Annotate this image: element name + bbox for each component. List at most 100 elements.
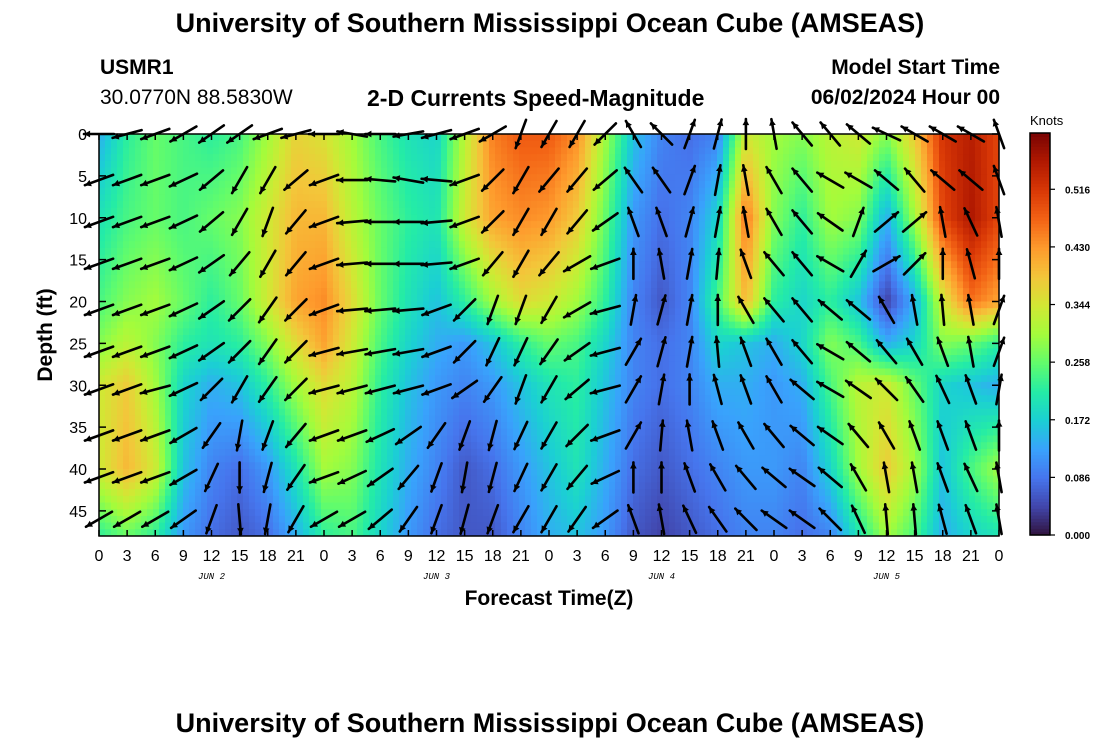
heatmap-cell	[231, 341, 238, 349]
heatmap-cell	[777, 221, 784, 229]
heatmap-cell	[897, 201, 904, 209]
heatmap-cell	[915, 281, 922, 289]
heatmap-cell	[723, 214, 730, 222]
heatmap-cell	[981, 321, 988, 329]
heatmap-cell	[549, 261, 556, 269]
heatmap-cell	[117, 227, 124, 235]
heatmap-cell	[471, 254, 478, 262]
heatmap-cell	[537, 160, 544, 168]
heatmap-cell	[993, 241, 1000, 249]
heatmap-cell	[585, 247, 592, 256]
heatmap-cell	[933, 301, 940, 309]
heatmap-cell	[591, 348, 598, 356]
heatmap-cell	[633, 174, 640, 182]
heatmap-cell	[987, 348, 994, 356]
heatmap-cell	[615, 140, 622, 148]
heatmap-cell	[489, 180, 496, 189]
heatmap-cell	[435, 241, 442, 249]
heatmap-cell	[357, 348, 364, 356]
heatmap-cell	[669, 301, 676, 309]
heatmap-cell	[459, 321, 466, 329]
heatmap-cell	[573, 281, 580, 289]
heatmap-cell	[735, 301, 742, 309]
heatmap-cell	[525, 134, 532, 142]
model-start-time: 06/02/2024 Hour 00	[810, 86, 1000, 109]
heatmap-cell	[867, 174, 874, 182]
heatmap-cell	[105, 154, 112, 162]
heatmap-cell	[507, 288, 514, 296]
heatmap-cell	[267, 201, 274, 209]
heatmap-cell	[657, 134, 664, 142]
heatmap-cell	[249, 201, 256, 209]
heatmap-cell	[549, 154, 556, 162]
heatmap-cell	[765, 214, 772, 222]
heatmap-cell	[255, 180, 262, 189]
heatmap-cell	[381, 154, 388, 162]
heatmap-cell	[327, 268, 334, 276]
heatmap-cell	[813, 321, 820, 329]
heatmap-cell	[879, 134, 886, 142]
heatmap-cell	[411, 147, 418, 155]
heatmap-cell	[441, 194, 448, 202]
heatmap-cell	[675, 180, 682, 189]
heatmap-cell	[831, 147, 838, 155]
heatmap-cell	[621, 227, 628, 235]
heatmap-cell	[627, 194, 634, 202]
heatmap-cell	[693, 234, 700, 242]
heatmap-cell	[237, 140, 244, 148]
heatmap-cell	[975, 234, 982, 242]
heatmap-cell	[537, 234, 544, 242]
heatmap-cell	[711, 321, 718, 329]
heatmap-cell	[423, 147, 430, 155]
heatmap-cell	[687, 314, 694, 323]
heatmap-cell	[363, 321, 370, 329]
heatmap-cell	[837, 160, 844, 168]
heatmap-cell	[111, 288, 118, 296]
heatmap-cell	[855, 294, 862, 302]
heatmap-cell	[117, 234, 124, 242]
heatmap-cell	[807, 234, 814, 242]
heatmap-cell	[891, 274, 898, 282]
heatmap-cell	[297, 180, 304, 189]
heatmap-cell	[909, 180, 916, 189]
heatmap-cell	[471, 288, 478, 296]
heatmap-cell	[105, 180, 112, 189]
heatmap-cell	[531, 147, 538, 155]
heatmap-cell	[183, 308, 190, 316]
heatmap-cell	[375, 241, 382, 249]
heatmap-cell	[873, 241, 880, 249]
heatmap-cell	[159, 207, 166, 215]
heatmap-cell	[711, 194, 718, 202]
heatmap-cell	[285, 294, 292, 302]
heatmap-cell	[357, 221, 364, 229]
heatmap-cell	[987, 328, 994, 336]
heatmap-cell	[261, 341, 268, 349]
heatmap-cell	[687, 234, 694, 242]
heatmap-cell	[609, 201, 616, 209]
heatmap-cell	[465, 167, 472, 175]
heatmap-cell	[435, 268, 442, 276]
heatmap-cell	[405, 274, 412, 282]
heatmap-cell	[945, 247, 952, 256]
heatmap-cell	[897, 308, 904, 316]
heatmap-cell	[417, 160, 424, 168]
heatmap-cell	[225, 247, 232, 256]
heatmap-cell	[915, 140, 922, 148]
heatmap-cell	[285, 194, 292, 202]
heatmap-cell	[897, 294, 904, 302]
heatmap-cell	[729, 140, 736, 148]
heatmap-cell	[255, 341, 262, 349]
heatmap-cell	[303, 214, 310, 222]
heatmap-cell	[339, 355, 346, 363]
heatmap-cell	[381, 308, 388, 316]
heatmap-cell	[753, 274, 760, 282]
heatmap-cell	[405, 160, 412, 168]
heatmap-cell	[465, 147, 472, 155]
heatmap-cell	[663, 328, 670, 336]
heatmap-cell	[687, 140, 694, 148]
heatmap-cell	[261, 214, 268, 222]
heatmap-cell	[429, 180, 436, 189]
heatmap-cell	[225, 207, 232, 215]
heatmap-cell	[663, 221, 670, 229]
heatmap-cell	[345, 335, 352, 343]
